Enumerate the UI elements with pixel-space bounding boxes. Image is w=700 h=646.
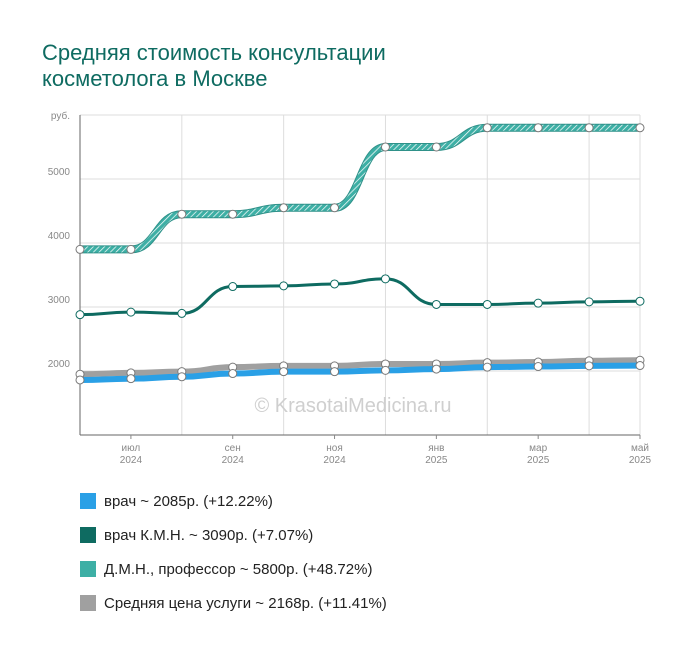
data-point[interactable]	[126, 244, 136, 254]
watermark-text: © KrasotaiMedicina.ru	[254, 395, 451, 417]
x-tick-year: 2025	[527, 455, 550, 466]
data-point[interactable]	[177, 209, 187, 219]
chart-axes: 2000300040005000руб.июл2024сен2024ноя202…	[48, 110, 652, 466]
data-point[interactable]	[431, 364, 441, 374]
x-tick-year: 2024	[323, 455, 346, 466]
series-line	[77, 124, 643, 253]
legend-item-professor[interactable]: Д.М.Н., профессор ~ 5800р. (+48.72%)	[80, 552, 387, 586]
data-point[interactable]	[330, 203, 340, 213]
series-line	[77, 357, 643, 378]
y-tick-label: 3000	[48, 295, 71, 306]
legend-swatch-doctor	[80, 493, 96, 509]
legend-label-professor: Д.М.Н., профессор ~ 5800р. (+48.72%)	[104, 560, 373, 578]
data-point[interactable]	[228, 369, 238, 379]
data-point[interactable]	[584, 123, 594, 133]
x-tick-month: янв	[428, 443, 444, 454]
data-point[interactable]	[177, 372, 187, 382]
data-point[interactable]	[533, 298, 543, 308]
x-tick-month: сен	[225, 443, 241, 454]
data-point[interactable]	[431, 299, 441, 309]
legend-item-doctor[interactable]: врач ~ 2085р. (+12.22%)	[80, 484, 387, 518]
data-point[interactable]	[228, 282, 238, 292]
y-tick-label: 4000	[48, 231, 71, 242]
data-point[interactable]	[584, 361, 594, 371]
data-point[interactable]	[330, 367, 340, 377]
data-point[interactable]	[279, 203, 289, 213]
chart-title-line-1: Средняя стоимость консультации	[42, 40, 386, 65]
data-point[interactable]	[635, 296, 645, 306]
y-tick-label: 2000	[48, 359, 71, 370]
legend-label-average: Средняя цена услуги ~ 2168р. (+11.41%)	[104, 594, 387, 612]
data-point[interactable]	[533, 362, 543, 372]
data-point[interactable]	[380, 365, 390, 375]
data-point[interactable]	[380, 142, 390, 152]
chart-title-line-2: косметолога в Москве	[42, 66, 268, 91]
legend-item-average[interactable]: Средняя цена услуги ~ 2168р. (+11.41%)	[80, 586, 387, 620]
data-point[interactable]	[126, 374, 136, 384]
x-tick-year: 2025	[629, 455, 652, 466]
series-line	[77, 362, 643, 383]
data-point[interactable]	[380, 274, 390, 284]
legend-swatch-professor	[80, 561, 96, 577]
data-point[interactable]	[228, 209, 238, 219]
data-point[interactable]	[635, 361, 645, 371]
legend-label-doctor: врач ~ 2085р. (+12.22%)	[104, 492, 273, 510]
x-tick-year: 2025	[425, 455, 448, 466]
data-point[interactable]	[75, 310, 85, 320]
chart-legend: врач ~ 2085р. (+12.22%) врач К.М.Н. ~ 30…	[80, 484, 387, 620]
x-tick-year: 2024	[222, 455, 245, 466]
series-0	[75, 123, 645, 254]
x-tick-year: 2024	[120, 455, 143, 466]
data-point[interactable]	[584, 297, 594, 307]
legend-swatch-average	[80, 595, 96, 611]
chart-grid	[80, 114, 641, 435]
legend-item-candidate[interactable]: врач К.М.Н. ~ 3090р. (+7.07%)	[80, 518, 387, 552]
x-tick-month: июл	[122, 443, 141, 454]
y-tick-label: 5000	[48, 167, 71, 178]
series-line	[78, 277, 642, 317]
x-tick-month: мар	[529, 443, 547, 454]
series-line-outline	[76, 123, 644, 254]
legend-label-candidate: врач К.М.Н. ~ 3090р. (+7.07%)	[104, 526, 314, 544]
data-point[interactable]	[75, 244, 85, 254]
chart-title: Средняя стоимость консультации косметоло…	[42, 40, 642, 92]
data-point[interactable]	[482, 362, 492, 372]
y-axis-unit: руб.	[51, 110, 70, 122]
series-1	[75, 274, 645, 320]
data-point[interactable]	[635, 123, 645, 133]
data-point[interactable]	[482, 123, 492, 133]
data-point[interactable]	[330, 279, 340, 289]
data-point[interactable]	[482, 299, 492, 309]
data-point[interactable]	[533, 123, 543, 133]
x-tick-month: май	[631, 443, 649, 454]
data-point[interactable]	[177, 308, 187, 318]
data-point[interactable]	[75, 375, 85, 385]
data-point[interactable]	[279, 367, 289, 377]
data-point[interactable]	[431, 142, 441, 152]
data-point[interactable]	[279, 281, 289, 291]
chart-series	[75, 123, 645, 385]
series-3	[75, 361, 645, 385]
x-tick-month: ноя	[326, 443, 343, 454]
line-chart: 2000300040005000руб.июл2024сен2024ноя202…	[48, 110, 652, 466]
data-point[interactable]	[126, 307, 136, 317]
legend-swatch-candidate	[80, 527, 96, 543]
